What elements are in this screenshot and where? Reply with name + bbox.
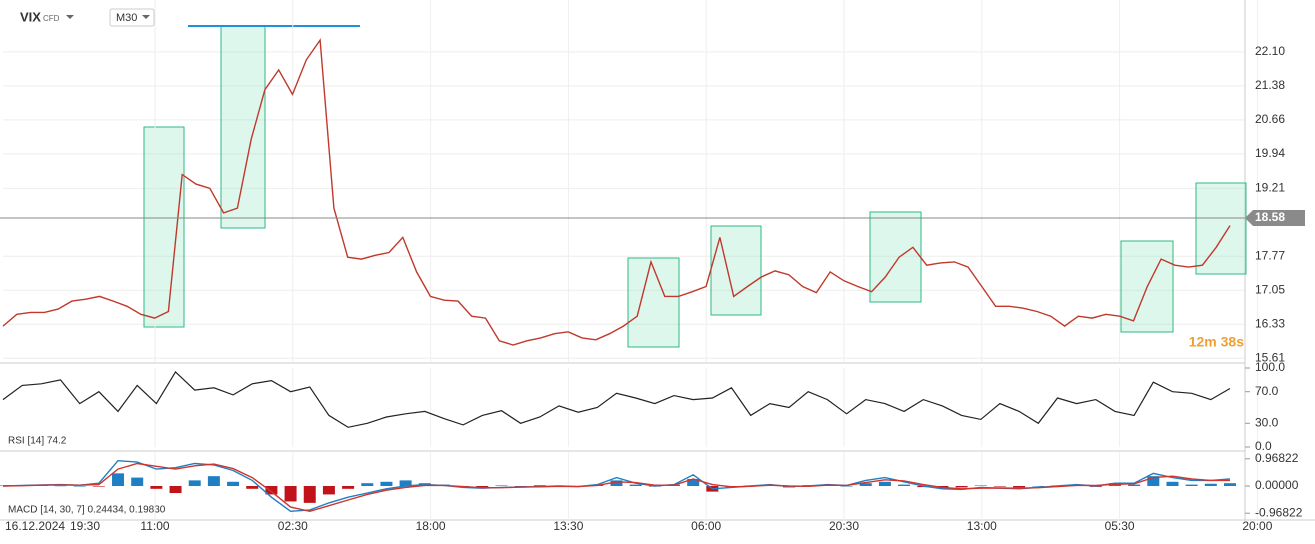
histogram-bar xyxy=(1204,483,1217,486)
histogram-bar xyxy=(1128,484,1141,486)
highlight-box xyxy=(220,25,266,229)
histogram-bar xyxy=(898,484,911,486)
rsi-legend: RSI [14] 74.2 xyxy=(8,436,67,447)
histogram-bar xyxy=(150,486,163,489)
dropdown-arrow[interactable] xyxy=(66,15,74,19)
y-tick-label: 0.0 xyxy=(1255,439,1272,453)
x-tick-label: 16.12.2024 xyxy=(5,519,65,533)
current-price-label: 18.58 xyxy=(1255,210,1285,224)
histogram-bar xyxy=(380,481,393,486)
y-tick-label: 70.0 xyxy=(1255,384,1279,398)
histogram-bar xyxy=(188,480,201,486)
y-tick-label: 16.33 xyxy=(1255,316,1285,330)
timeframe-selector[interactable] xyxy=(109,8,155,27)
highlight-box xyxy=(1195,182,1247,275)
highlight-box xyxy=(710,225,762,316)
layout xyxy=(0,0,1315,521)
current-price-tag xyxy=(1245,210,1305,227)
histogram-bar xyxy=(1224,483,1236,486)
histogram-bar xyxy=(1185,484,1198,486)
y-tick-label: 17.77 xyxy=(1255,248,1285,262)
y-tick-label: 19.21 xyxy=(1255,180,1285,194)
histogram-bar xyxy=(303,486,316,503)
x-tick-label: 06:00 xyxy=(691,519,721,533)
series-line xyxy=(2,38,1231,346)
histogram-bar xyxy=(1147,476,1160,486)
histogram-bar xyxy=(207,476,220,486)
histogram-bar xyxy=(112,473,125,486)
y-tick-label: 30.0 xyxy=(1255,415,1279,429)
y-tick-label: 100.0 xyxy=(1255,360,1285,374)
x-tick-label: 19:30 xyxy=(70,519,100,533)
histogram-bar xyxy=(342,486,355,489)
y-tick-label: 0.00000 xyxy=(1255,478,1299,492)
y-tick-label: 0.96822 xyxy=(1255,451,1299,465)
histogram-bar xyxy=(73,486,86,487)
timeframe[interactable]: M30 xyxy=(116,12,137,24)
histogram-bar xyxy=(284,486,297,502)
series-line xyxy=(2,462,1230,513)
x-tick-label: 20:00 xyxy=(1242,519,1272,533)
x-tick-label: 13:30 xyxy=(553,519,583,533)
y-tick-label: 17.05 xyxy=(1255,282,1285,296)
histogram-bar xyxy=(1166,481,1179,486)
instrument-type: CFD xyxy=(43,14,60,23)
histogram-bar xyxy=(955,486,968,488)
histogram-bar xyxy=(169,486,182,494)
histogram-bar xyxy=(533,485,546,486)
histogram-bar xyxy=(399,480,412,486)
histogram-bar xyxy=(859,483,872,486)
histogram-bar xyxy=(514,486,527,487)
macd-legend: MACD [14, 30, 7] 0.24434, 0.19830 xyxy=(8,505,166,516)
highlight-box xyxy=(869,211,922,303)
series-line xyxy=(2,370,1231,428)
histogram-bar xyxy=(1013,486,1026,488)
histogram-bar xyxy=(265,486,278,495)
histogram-bar xyxy=(246,486,259,489)
x-tick-label: 02:30 xyxy=(278,519,308,533)
highlight-box xyxy=(627,257,680,348)
histogram-bar xyxy=(131,477,144,486)
histogram-bar xyxy=(687,478,700,486)
y-tick-label: 22.10 xyxy=(1255,44,1285,58)
histogram-bar xyxy=(840,486,853,487)
histogram-bar xyxy=(495,485,508,486)
histogram-bar xyxy=(227,481,240,486)
dropdown-arrow[interactable] xyxy=(142,15,150,19)
histogram-bar xyxy=(1032,486,1045,487)
histogram-bar xyxy=(361,483,374,486)
x-tick-label: 18:00 xyxy=(416,519,446,533)
x-tick-label: 11:00 xyxy=(140,519,169,533)
y-tick-label: 21.38 xyxy=(1255,78,1285,92)
histogram-bar xyxy=(322,486,335,495)
x-tick-label: 13:00 xyxy=(967,519,997,533)
histogram-bar xyxy=(629,484,642,486)
y-tick-label: 15.61 xyxy=(1255,350,1285,364)
histogram-bar xyxy=(993,486,1006,487)
candle-countdown: 12m 38s xyxy=(1189,334,1244,350)
y-tick-label: 20.66 xyxy=(1255,112,1285,126)
histogram-bar xyxy=(610,480,623,486)
x-tick-label: 20:30 xyxy=(829,519,859,533)
histogram-bar xyxy=(878,481,891,486)
y-tick-label: -0.96822 xyxy=(1255,505,1303,519)
histogram-bar xyxy=(92,486,105,487)
symbol[interactable]: VIX xyxy=(20,9,41,24)
y-tick-label: 19.94 xyxy=(1255,146,1285,160)
histogram-bar xyxy=(974,485,987,486)
highlight-box xyxy=(143,126,185,328)
histogram-bar xyxy=(54,485,67,487)
x-tick-label: 05:30 xyxy=(1105,519,1135,533)
histogram-bar xyxy=(476,486,489,488)
